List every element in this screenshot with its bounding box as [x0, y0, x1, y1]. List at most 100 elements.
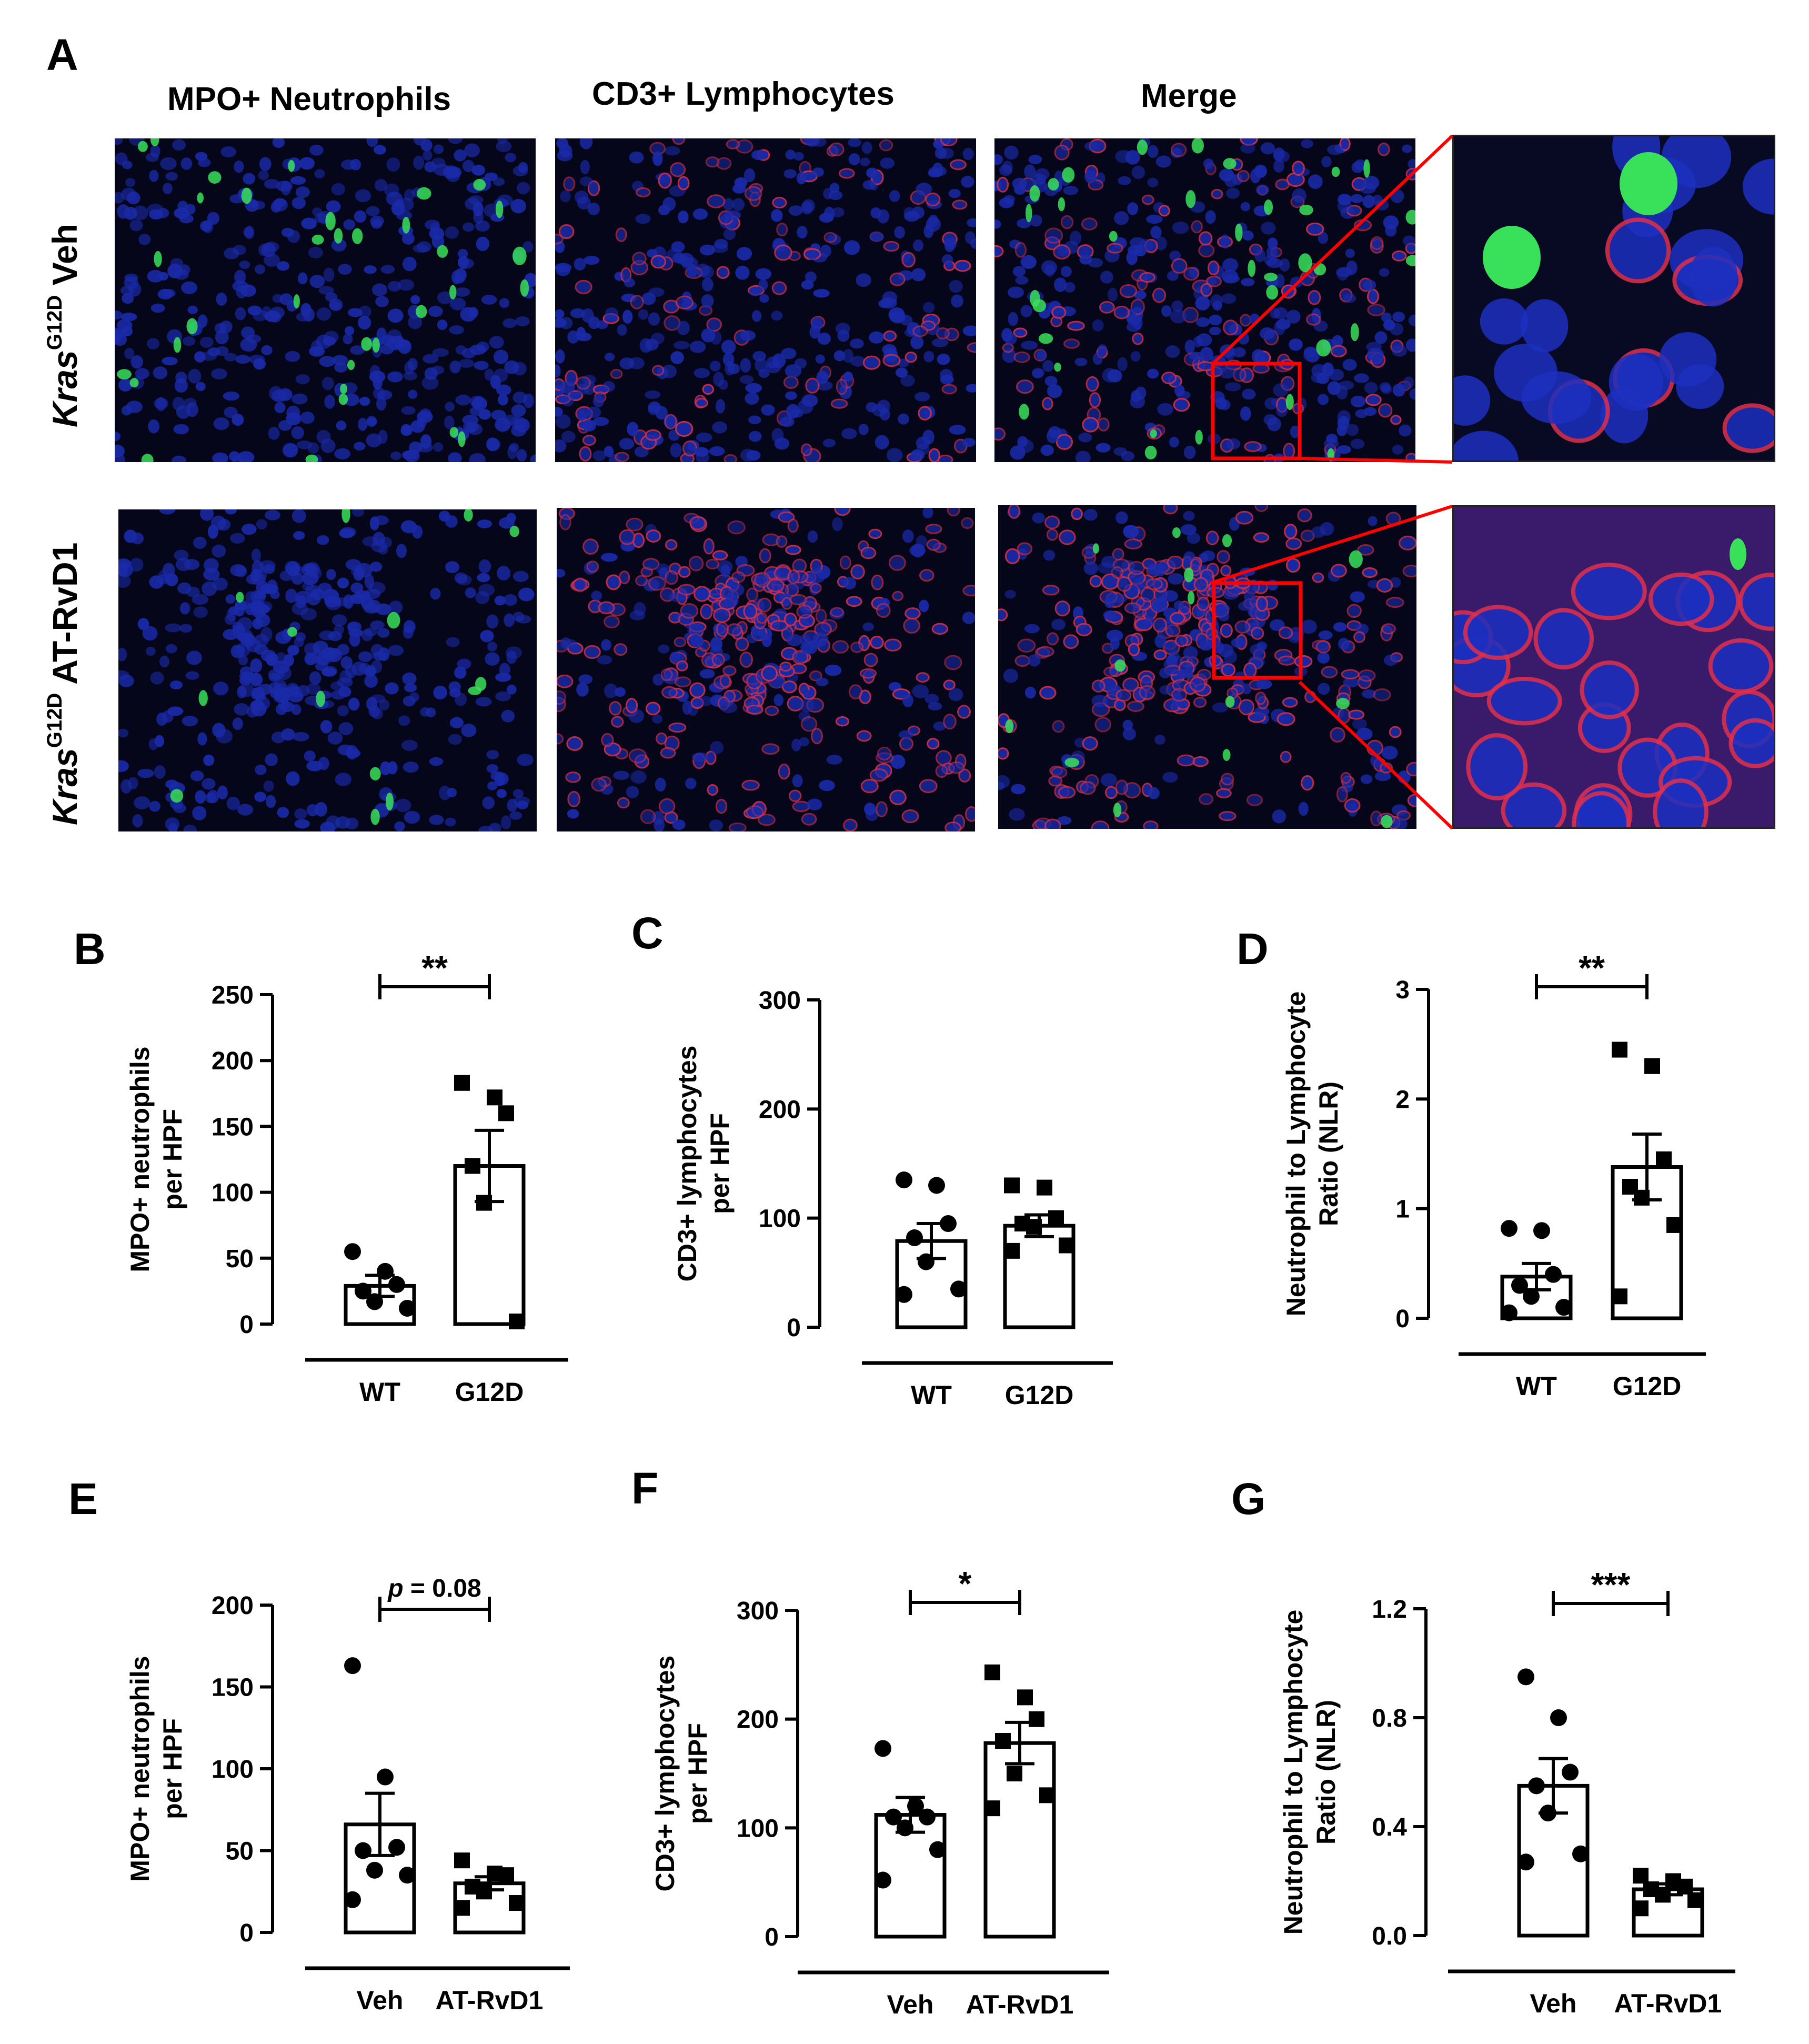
data-point [1528, 1777, 1545, 1795]
micrograph-cd3-row2 [557, 508, 975, 831]
data-point [344, 1657, 361, 1675]
y-tick-label: 0.0 [1372, 1922, 1407, 1950]
data-point [366, 1293, 383, 1310]
x-tick-label: AT-RvD1 [966, 1990, 1074, 2019]
data-point [1644, 1058, 1660, 1074]
significance-label: * [959, 1565, 972, 1602]
data-point [1517, 1668, 1534, 1686]
y-tick-label: 150 [212, 1674, 254, 1702]
micrograph-cd3-row1 [555, 138, 976, 462]
data-point [344, 1891, 361, 1908]
y-tick-label: 0 [1395, 1305, 1410, 1333]
y-tick-label: 300 [737, 1597, 779, 1625]
data-point [897, 1819, 913, 1837]
data-point [355, 1842, 371, 1859]
data-point [1677, 1878, 1693, 1895]
y-axis-label-line: per HPF [158, 1109, 187, 1210]
panel-letter: G [1231, 1474, 1265, 1524]
data-point [885, 1808, 902, 1826]
data-point [1656, 1151, 1672, 1167]
data-point [875, 1740, 891, 1757]
y-axis-label-line: CD3+ lymphocytes [672, 1046, 702, 1282]
data-point [344, 1243, 361, 1260]
data-point [377, 1768, 394, 1786]
significance-label: p = 0.08 [387, 1575, 481, 1602]
zoom-connector-lines [1210, 134, 1454, 830]
chart-panel-f: F 0 100 200 300 CD3+ lymphocytes per HPF Veh AT-… [631, 1464, 1109, 2019]
data-point [1037, 1179, 1052, 1196]
data-point [995, 1733, 1011, 1749]
y-tick-label: 100 [737, 1815, 779, 1842]
data-point [366, 1861, 383, 1879]
data-point [476, 1195, 492, 1211]
data-point [454, 1900, 470, 1916]
micrograph-mpo-row1 [115, 138, 536, 462]
significance-label: ** [421, 949, 448, 987]
data-point [1501, 1304, 1517, 1321]
y-axis-label-line: Neutrophil to Lymphocyte [1279, 1610, 1308, 1935]
y-axis-label-line: CD3+ lymphocytes [650, 1656, 680, 1892]
col-header-merge: Merge [1141, 78, 1237, 114]
y-tick-label: 0 [765, 1923, 779, 1951]
data-point [919, 1808, 936, 1826]
data-point [1612, 1288, 1627, 1305]
data-point [906, 1229, 923, 1246]
micrograph-merge-row1 [994, 138, 1415, 462]
data-point [1517, 1853, 1534, 1871]
y-tick-label: 1 [1395, 1196, 1410, 1224]
data-point [940, 1215, 957, 1233]
y-tick-label: 0.4 [1372, 1813, 1407, 1841]
significance-label: ** [1579, 949, 1605, 987]
x-tick-label: Veh [1530, 1989, 1577, 2018]
y-axis-label-line: per HPF [158, 1718, 187, 1819]
y-tick-label: 300 [759, 987, 801, 1015]
chart-panel-e: E 0 50 100 150 200 MPO+ neutrophils per HPF Veh A… [68, 1474, 570, 2015]
y-axis-label-line: MPO+ neutrophils [125, 1046, 155, 1272]
data-point [509, 1313, 525, 1329]
zoom-inset-row2 [1452, 505, 1775, 829]
x-tick-label: G12D [1005, 1380, 1074, 1410]
y-axis-label: MPO+ neutrophils per HPF [125, 1656, 187, 1881]
panel-letter: C [631, 908, 664, 958]
data-point [1004, 1243, 1020, 1259]
x-tick-label: G12D [1613, 1371, 1682, 1401]
data-point [498, 1105, 514, 1121]
data-point [399, 1299, 416, 1317]
significance-label: *** [1591, 1566, 1631, 1604]
data-point [896, 1171, 912, 1189]
data-point [355, 1282, 371, 1300]
y-tick-label: 200 [759, 1096, 801, 1124]
data-point [1687, 1892, 1703, 1908]
y-axis-label: CD3+ lymphocytes per HPF [672, 1046, 735, 1282]
zoom-region-box [1212, 581, 1303, 680]
y-axis-label-line: per HPF [705, 1113, 735, 1214]
x-tick-label: AT-RvD1 [436, 1986, 544, 2015]
data-point [1562, 1764, 1579, 1781]
data-point [1523, 1288, 1540, 1305]
data-point [929, 1841, 946, 1858]
p-value: = 0.08 [404, 1575, 481, 1602]
data-point [1572, 1845, 1589, 1862]
data-point [509, 1895, 525, 1911]
data-point [1634, 1189, 1650, 1206]
data-point [388, 1276, 405, 1293]
chart-panel-d: D 0 1 2 3 Neutrophil to Lymphocyte Ratio (NLR)… [1237, 924, 1706, 1401]
data-point [1633, 1868, 1649, 1884]
y-tick-label: 50 [226, 1838, 254, 1866]
y-tick-label: 150 [212, 1113, 254, 1141]
data-point [377, 1263, 394, 1280]
data-point [907, 1798, 924, 1815]
panel-letter-a: A [46, 30, 78, 79]
x-tick-label: Veh [887, 1990, 934, 2019]
data-point [388, 1839, 405, 1856]
y-axis-label-line: MPO+ neutrophils [125, 1656, 155, 1881]
zoom-region-box [1211, 362, 1302, 460]
y-tick-label: 0 [787, 1314, 801, 1342]
micrograph-mpo-row2 [118, 509, 537, 831]
panel-letter: D [1237, 924, 1269, 974]
y-axis-label: Neutrophil to Lymphocyte Ratio (NLR) [1279, 1610, 1341, 1935]
data-point [454, 1075, 470, 1091]
y-tick-label: 2 [1395, 1086, 1410, 1114]
data-point [1540, 1805, 1556, 1822]
zoom-inset-row1 [1452, 135, 1775, 462]
